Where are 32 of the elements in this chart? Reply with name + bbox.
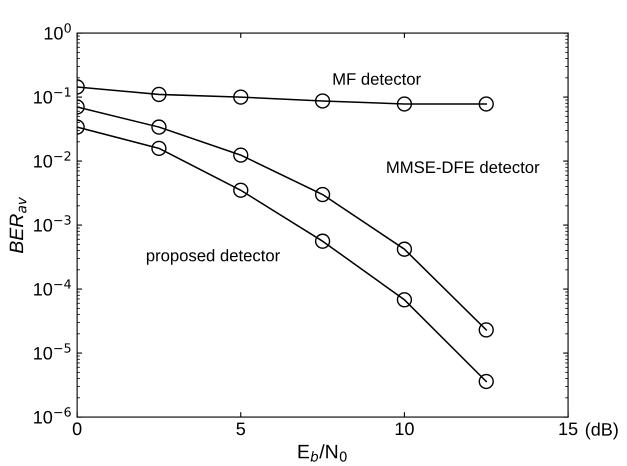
x-axis-title: E$_{b}$/N$_{0}$ [298, 444, 347, 462]
x-tick-label: 0 [72, 422, 82, 436]
x-tick-label: 10 [396, 422, 414, 436]
y-tick-label: 10$^{−4}$ [34, 279, 71, 296]
point [478, 96, 494, 112]
point [396, 96, 412, 112]
point [478, 374, 494, 390]
point [233, 147, 248, 163]
y-tick-label: 10$^{−1}$ [34, 87, 70, 104]
y-tick-label: 10$^{−6}$ [34, 407, 71, 424]
x-tick-label: 5 [236, 422, 246, 436]
y-tick-label: 10$^{0}$ [44, 23, 71, 40]
point [478, 322, 494, 338]
point [314, 93, 330, 109]
series-label: MF detector [334, 72, 421, 85]
y-tick-label: 10$^{−2}$ [34, 151, 70, 168]
point [396, 242, 412, 257]
legend-label: MMSE-DFE detector [387, 160, 540, 174]
y-axis-title: BER$_{av}$ [10, 196, 26, 254]
point [151, 140, 167, 156]
point [396, 292, 412, 308]
point [233, 182, 248, 198]
point [314, 234, 330, 249]
point [314, 186, 330, 202]
point [151, 86, 167, 102]
point [151, 119, 167, 135]
point [233, 89, 248, 105]
x-tick-label: 15 [559, 422, 578, 436]
y-tick-label: 10$^{−5}$ [34, 343, 70, 360]
series-label: proposed detector [146, 249, 280, 265]
text: (dB) [586, 422, 618, 440]
y-tick-label: 10$^{−3}$ [34, 215, 71, 232]
